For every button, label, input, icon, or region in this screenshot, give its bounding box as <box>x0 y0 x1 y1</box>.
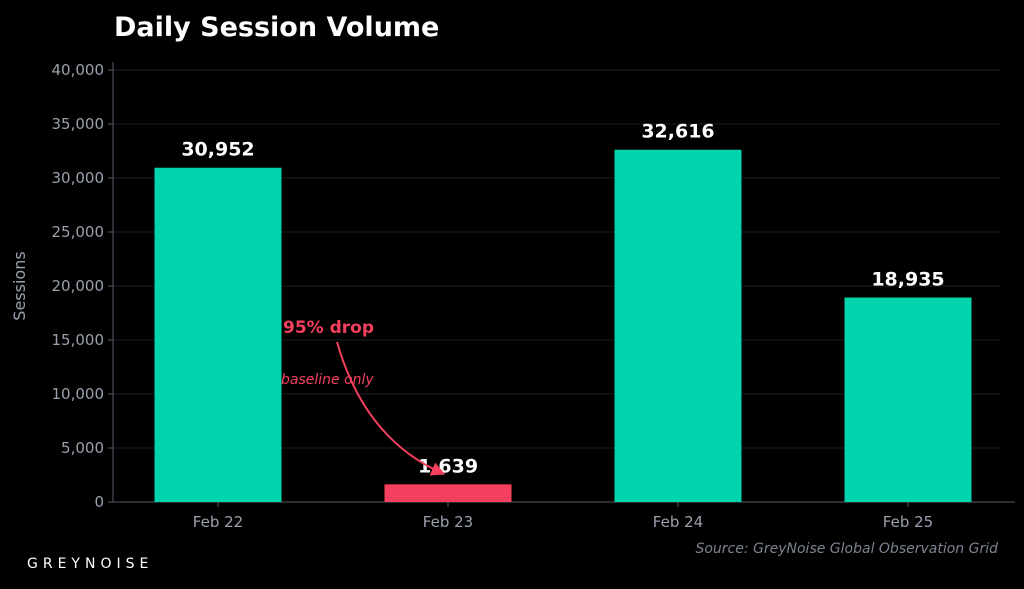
source-note: Source: GreyNoise Global Observation Gri… <box>695 541 998 557</box>
x-tick-label: Feb 23 <box>423 513 473 531</box>
bar <box>384 484 512 502</box>
y-tick-label: 10,000 <box>52 385 105 403</box>
annotation-arrow <box>336 341 446 476</box>
x-tick-label: Feb 24 <box>653 513 703 531</box>
y-tick-label: 35,000 <box>52 115 105 133</box>
data-label: 18,935 <box>871 269 944 291</box>
bar <box>844 297 972 502</box>
bar <box>614 149 742 502</box>
y-tick-label: 25,000 <box>52 223 105 241</box>
y-tick-label: 0 <box>94 493 104 511</box>
data-label: 30,952 <box>181 139 254 161</box>
chart-title: Daily Session Volume <box>114 12 440 43</box>
y-tick-label: 40,000 <box>52 61 105 79</box>
y-axis-label: Sessions <box>10 251 29 320</box>
greynoise-logo: GREYNOISE <box>27 556 154 572</box>
data-label: 32,616 <box>641 121 714 143</box>
x-tick-label: Feb 22 <box>193 513 243 531</box>
y-tick-label: 30,000 <box>52 169 105 187</box>
y-tick-label: 20,000 <box>52 277 105 295</box>
x-tick-label: Feb 25 <box>883 513 933 531</box>
bar <box>154 167 282 503</box>
y-tick-label: 15,000 <box>52 331 105 349</box>
annotation-text: 95% drop <box>283 318 374 338</box>
annotation-subtext: baseline only <box>281 372 374 388</box>
y-tick-label: 5,000 <box>61 439 104 457</box>
